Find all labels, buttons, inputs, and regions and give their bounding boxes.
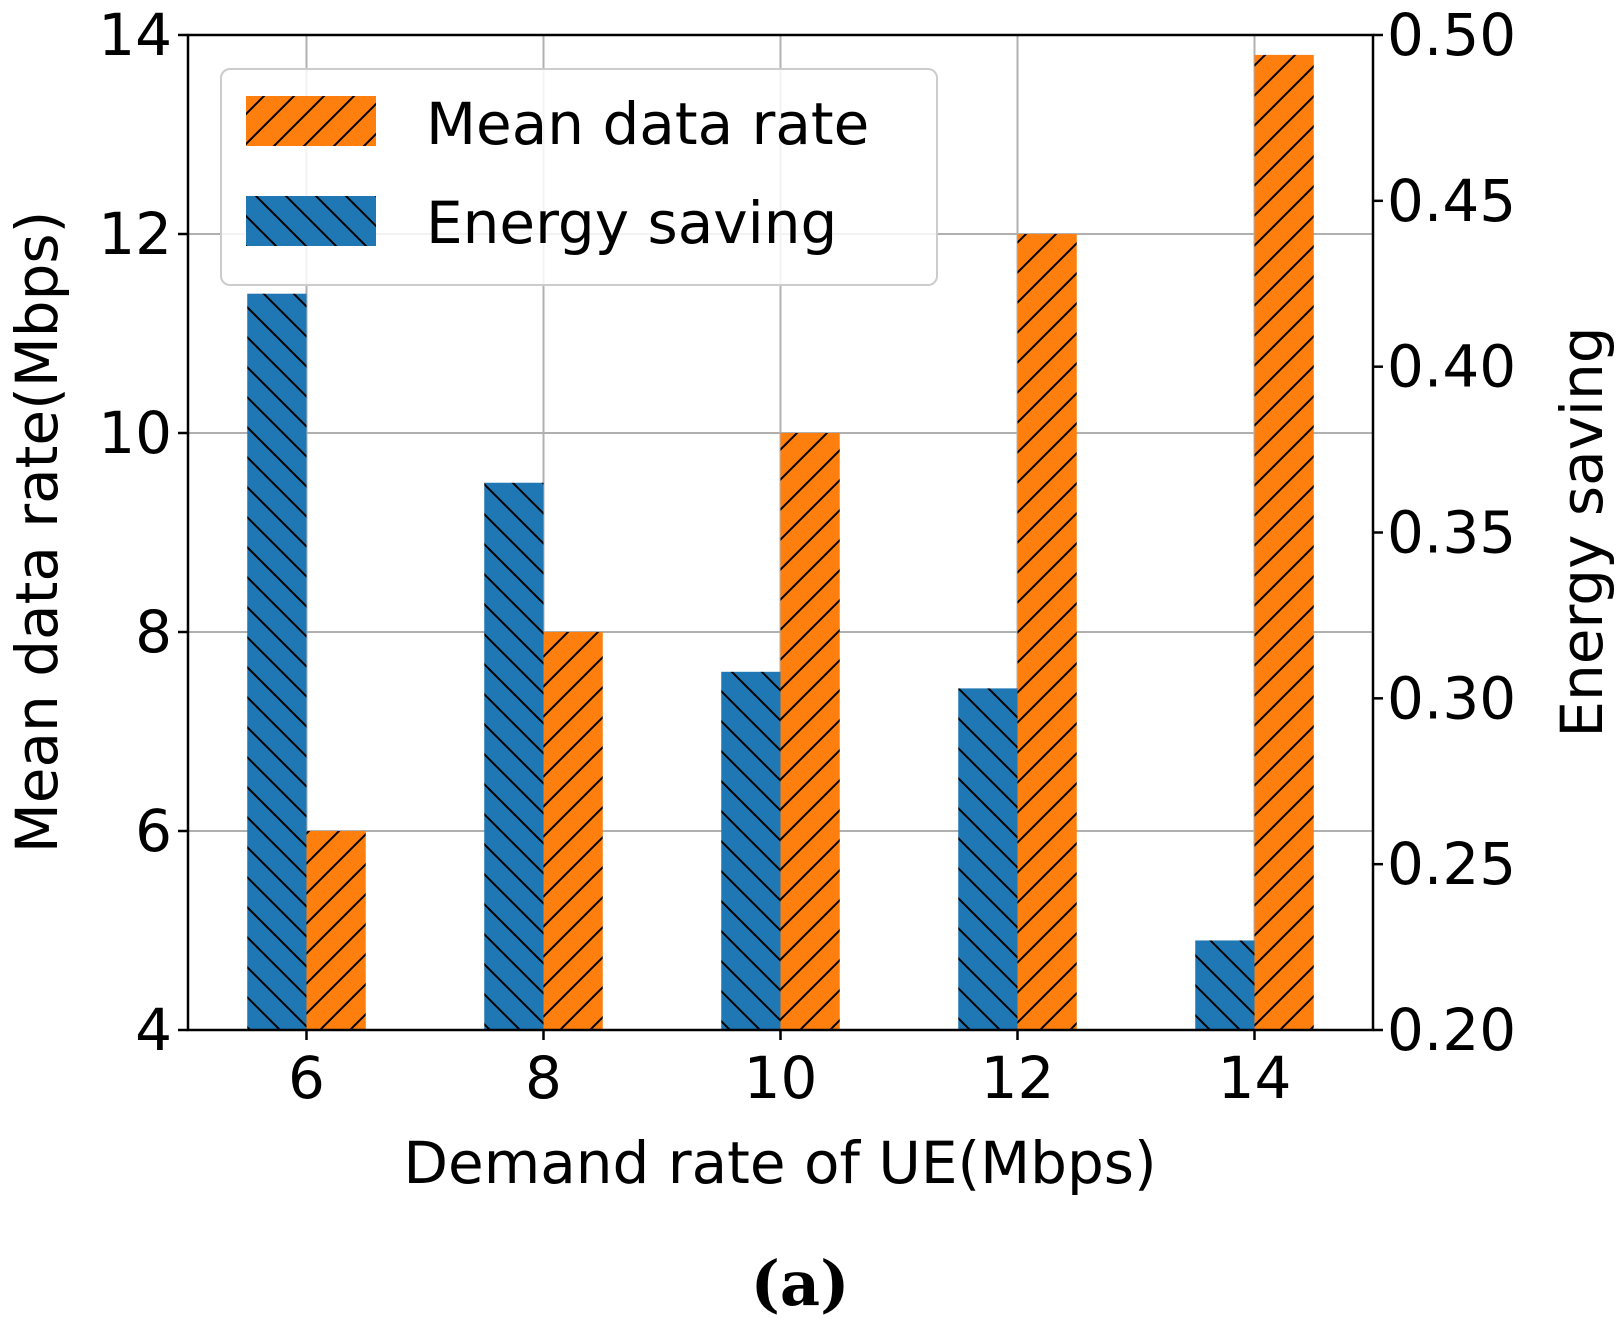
x-tick-label: 6 bbox=[288, 1044, 325, 1112]
bars bbox=[247, 54, 1314, 1030]
y-right-tick-label: 0.35 bbox=[1387, 499, 1516, 567]
y-right-tick-label: 0.20 bbox=[1387, 996, 1516, 1064]
legend-label-energy-saving: Energy saving bbox=[426, 189, 837, 257]
legend-box bbox=[220, 68, 938, 286]
y-left-tick-label: 12 bbox=[98, 200, 172, 268]
y-left-tick-label: 4 bbox=[135, 996, 172, 1064]
y-left-tick-label: 10 bbox=[98, 399, 172, 467]
bar-mean-data-rate-10 bbox=[780, 433, 840, 1030]
figure-caption: (a) bbox=[751, 1247, 850, 1320]
bar-mean-data-rate-14 bbox=[1254, 54, 1314, 1030]
bar-mean-data-rate-6 bbox=[306, 831, 366, 1030]
y-right-tick-label: 0.50 bbox=[1387, 1, 1516, 69]
x-tick-label: 12 bbox=[981, 1044, 1055, 1112]
legend-label-mean-data-rate: Mean data rate bbox=[426, 90, 869, 158]
bar-energy-saving-6 bbox=[247, 293, 307, 1030]
legend-swatch-energy-saving bbox=[246, 196, 376, 246]
bar-energy-saving-14 bbox=[1195, 940, 1255, 1030]
bar-mean-data-rate-8 bbox=[543, 632, 603, 1030]
y-right-tick-label: 0.45 bbox=[1387, 167, 1516, 235]
x-axis-title: Demand rate of UE(Mbps) bbox=[403, 1129, 1156, 1197]
y-right-tick-label: 0.30 bbox=[1387, 664, 1516, 732]
bar-energy-saving-8 bbox=[484, 482, 544, 1030]
bar-mean-data-rate-12 bbox=[1017, 234, 1077, 1030]
y-left-tick-label: 8 bbox=[135, 598, 172, 666]
y-left-tick-label: 6 bbox=[135, 797, 172, 865]
y-left-tick-label: 14 bbox=[98, 1, 172, 69]
ticks: 6 8 10 12 14 4 6 8 10 12 14 0.20 0.25 0.30 0.35 0.40 0.4… bbox=[98, 1, 1516, 1112]
bar-energy-saving-10 bbox=[721, 671, 781, 1030]
y-right-tick-label: 0.25 bbox=[1387, 830, 1516, 898]
y-right-tick-label: 0.40 bbox=[1387, 333, 1516, 401]
x-tick-label: 8 bbox=[525, 1044, 562, 1112]
legend: Mean data rate Energy saving bbox=[220, 68, 938, 286]
y-axis-right-title: Energy saving bbox=[1548, 326, 1616, 737]
legend-swatch-mean-data-rate bbox=[246, 96, 376, 146]
x-tick-label: 14 bbox=[1218, 1044, 1292, 1112]
y-axis-left-title: Mean data rate(Mbps) bbox=[3, 211, 71, 854]
bar-energy-saving-12 bbox=[958, 688, 1018, 1030]
x-tick-label: 10 bbox=[744, 1044, 818, 1112]
